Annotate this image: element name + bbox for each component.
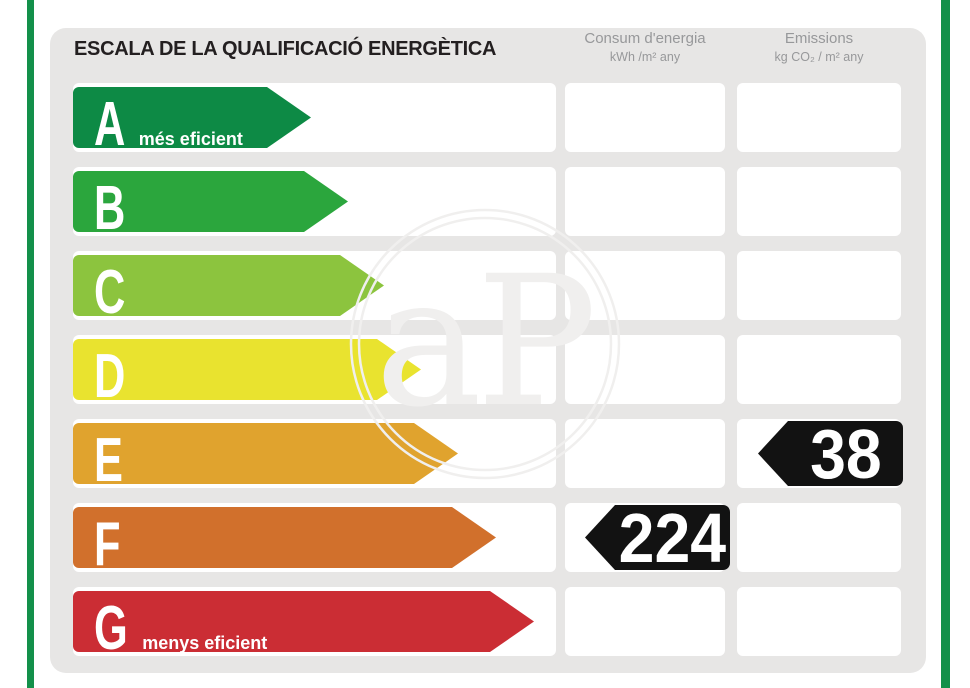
rating-row-g: G menys eficient: [73, 587, 901, 656]
emissions-column-unit: kg CO₂ / m² any: [774, 50, 864, 64]
rating-row-c: C: [73, 251, 901, 320]
consumption-column-unit: kWh /m² any: [609, 50, 681, 64]
rating-letter-f: F: [94, 510, 121, 579]
rating-arrow-g: G menys eficient: [73, 591, 534, 652]
rating-qualifier-least-efficient: menys eficient: [142, 633, 268, 653]
consumption-cell: [565, 83, 725, 152]
emissions-cell: [737, 335, 901, 404]
consumption-cell: [565, 251, 725, 320]
consumption-cell: [565, 335, 725, 404]
rating-arrow-f: F: [73, 507, 496, 568]
consumption-cell: [565, 587, 725, 656]
rating-letter-c: C: [94, 258, 126, 327]
rating-row-b: B: [73, 167, 901, 236]
rating-qualifier-most-efficient: més eficient: [138, 129, 243, 149]
emissions-cell: [737, 83, 901, 152]
rating-letter-e: E: [94, 426, 123, 495]
rating-arrow-c: C: [73, 255, 384, 316]
emissions-cell: [737, 167, 901, 236]
rating-arrow-b: B: [73, 171, 348, 232]
emissions-cell: [737, 503, 901, 572]
emissions-column-header: Emissions kg CO₂ / m² any: [737, 30, 901, 64]
rating-row-e: E 38: [73, 419, 903, 488]
consumption-column-title: Consum d'energia: [584, 30, 706, 47]
rating-letter-a: A: [94, 90, 126, 159]
rating-letter-d: D: [94, 342, 126, 411]
chart-title: ESCALA DE LA QUALIFICACIÓ ENERGÈTICA: [74, 38, 497, 60]
consumption-value-badge: 224: [585, 505, 730, 570]
rating-letter-g: G: [94, 594, 128, 663]
emissions-value-badge: 38: [758, 421, 903, 486]
rating-row-d: D: [73, 335, 901, 404]
left-accent-bar: [27, 0, 34, 688]
emissions-column-title: Emissions: [784, 30, 854, 47]
rating-arrow-e: E: [73, 423, 458, 484]
emissions-value: 38: [809, 414, 882, 493]
emissions-cell: [737, 251, 901, 320]
rating-arrow-d: D: [73, 339, 421, 400]
rating-row-a: A més eficient: [73, 83, 901, 152]
rating-arrow-a: A més eficient: [73, 87, 311, 148]
consumption-cell: [565, 419, 725, 488]
rating-letter-b: B: [94, 174, 126, 243]
consumption-column-header: Consum d'energia kWh /m² any: [565, 30, 725, 64]
right-accent-bar: [941, 0, 950, 688]
consumption-value: 224: [618, 498, 727, 577]
rating-row-f: F 224: [73, 503, 901, 572]
consumption-cell: [565, 167, 725, 236]
emissions-cell: [737, 587, 901, 656]
